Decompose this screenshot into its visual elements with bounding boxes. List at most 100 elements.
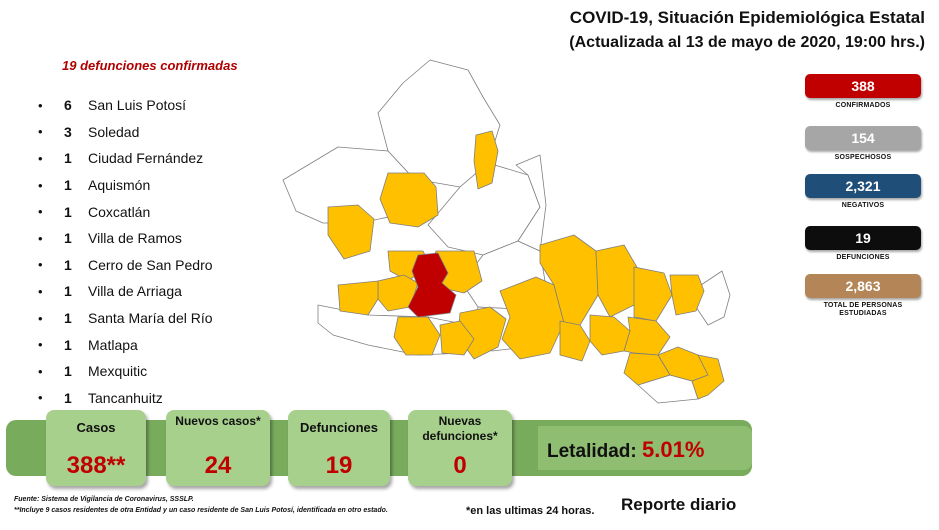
municipality-name: Mexquitic [88, 363, 148, 380]
summary-card-nuevas-defunciones: Nuevas defunciones* 0 [408, 410, 512, 486]
bullet-icon: • [38, 257, 43, 273]
stat-total: 2,863 TOTAL DE PERSONAS ESTUDIADAS [805, 274, 921, 318]
stat-value: 388 [805, 74, 921, 98]
state-map [282, 59, 731, 404]
deaths-count: 3 [64, 123, 72, 140]
deaths-list-item: • 1 Mexquitic [38, 358, 298, 385]
municipality-name: Santa María del Río [88, 310, 213, 327]
map-region-yellow-15 [559, 320, 591, 362]
map-region-yellow-20 [691, 354, 725, 400]
deaths-count: 1 [64, 310, 72, 327]
municipality-name: Coxcatlán [88, 203, 151, 220]
bullet-icon: • [38, 363, 43, 379]
map-region-yellow-16 [589, 314, 631, 356]
map-region-yellow-14 [439, 320, 475, 356]
municipality-name: Tancanhuitz [88, 389, 163, 406]
deaths-count: 1 [64, 283, 72, 300]
deaths-list-item: • 1 Villa de Arriaga [38, 278, 298, 305]
municipality-name: Soledad [88, 123, 140, 140]
bullet-icon: • [38, 230, 43, 246]
deaths-list-item: • 1 Coxcatlán [38, 198, 298, 225]
map-region-east-white-a [515, 154, 547, 252]
stat-value: 2,863 [805, 274, 921, 298]
stat-label: NEGATIVOS [841, 202, 885, 209]
bullet-icon: • [38, 310, 43, 326]
map-region-red-capital [407, 252, 457, 318]
stat-defunciones: 19 DEFUNCIONES [805, 226, 921, 262]
bullet-icon: • [38, 283, 43, 299]
bullet-icon: • [38, 390, 43, 406]
footer-source: Fuente: Sistema de Vigilancia de Coronav… [14, 496, 194, 503]
map-region-yellow-3 [473, 130, 499, 190]
deaths-list-item: • 1 Villa de Ramos [38, 225, 298, 252]
deaths-count: 1 [64, 389, 72, 406]
map-region-yellow-21 [337, 280, 379, 316]
stat-sospechosos: 154 SOSPECHOSOS [805, 126, 921, 162]
bullet-icon: • [38, 150, 43, 166]
deaths-list-item: • 3 Soledad [38, 119, 298, 146]
deaths-count: 1 [64, 177, 72, 194]
summary-nuevos-casos-label: Nuevos casos* [175, 414, 261, 428]
municipality-name: Cerro de San Pedro [88, 256, 213, 273]
summary-card-nuevos-casos: Nuevos casos* 24 [166, 410, 270, 486]
summary-nuevas-defunciones-value: 0 [453, 452, 467, 479]
summary-casos-label: Casos [76, 420, 116, 435]
summary-nuevas-defunciones-label: Nuevas defunciones* [422, 414, 498, 443]
deaths-count: 6 [64, 97, 72, 114]
bullet-icon: • [38, 177, 43, 193]
deaths-list-item: • 1 Santa María del Río [38, 305, 298, 332]
map-region-yellow-11 [633, 266, 673, 322]
map-region-yellow-2 [327, 204, 375, 260]
map-region-yellow-13 [393, 316, 441, 356]
deaths-list-item: • 6 San Luis Potosí [38, 92, 298, 119]
municipality-name: Ciudad Fernández [88, 150, 204, 167]
municipality-name: San Luis Potosí [88, 97, 187, 114]
summary-defunciones-value: 19 [325, 452, 353, 479]
map-region-yellow-8 [499, 276, 565, 360]
map-region-yellow-1 [379, 172, 439, 228]
letalidad-value: 5.01% [642, 437, 705, 462]
deaths-count: 1 [64, 203, 72, 220]
stat-label: SOSPECHOSOS [834, 154, 892, 161]
report-update-date: (Actualizada al 13 de mayo de 2020, 19:0… [569, 34, 925, 51]
stat-label: DEFUNCIONES [836, 254, 890, 261]
deaths-list-heading: 19 defunciones confirmadas [62, 58, 238, 73]
letalidad: Letalidad: 5.01% [547, 437, 704, 463]
deaths-count: 1 [64, 256, 72, 273]
stat-confirmados: 388 CONFIRMADOS [805, 74, 921, 110]
stat-negativos: 2,321 NEGATIVOS [805, 174, 921, 210]
bullet-icon: • [38, 204, 43, 220]
map-region-yellow-19 [623, 352, 671, 386]
summary-casos-value: 388** [66, 452, 126, 479]
deaths-list-item: • 1 Ciudad Fernández [38, 145, 298, 172]
map-region-yellow-10 [595, 244, 639, 318]
deaths-list-item: • 1 Cerro de San Pedro [38, 252, 298, 279]
deaths-count: 1 [64, 150, 72, 167]
deaths-count: 1 [64, 336, 72, 353]
summary-nuevos-casos-value: 24 [204, 452, 232, 479]
bullet-icon: • [38, 97, 43, 113]
summary-band-cap [538, 426, 752, 470]
stat-value: 154 [805, 126, 921, 150]
deaths-by-municipality-list: • 6 San Luis Potosí • 3 Soledad • 1 Ciudad Ferná… [38, 92, 298, 411]
footer-note-24h: *en las ultimas 24 horas. [466, 505, 595, 517]
footer-note: **Incluye 9 casos residentes de otra Ent… [14, 507, 388, 514]
deaths-list-item: • 1 Aquismón [38, 172, 298, 199]
stat-label: CONFIRMADOS [835, 102, 891, 109]
stat-value: 2,321 [805, 174, 921, 198]
municipality-name: Aquismón [88, 177, 151, 194]
stat-label: TOTAL DE PERSONAS ESTUDIADAS [823, 302, 903, 317]
deaths-list-item: • 1 Tancanhuitz [38, 385, 298, 412]
municipality-name: Matlapa [88, 336, 138, 353]
letalidad-label: Letalidad: [547, 441, 637, 462]
deaths-count: 1 [64, 230, 72, 247]
deaths-list-item: • 1 Matlapa [38, 331, 298, 358]
municipality-name: Villa de Arriaga [88, 283, 182, 300]
report-title: COVID-19, Situación Epidemiológica Estat… [569, 8, 925, 27]
map-region-yellow-17 [623, 316, 671, 356]
municipality-name: Villa de Ramos [88, 230, 182, 247]
bullet-icon: • [38, 337, 43, 353]
stat-value: 19 [805, 226, 921, 250]
summary-card-casos: Casos 388** [46, 410, 146, 486]
map-region-yellow-12 [669, 274, 705, 316]
